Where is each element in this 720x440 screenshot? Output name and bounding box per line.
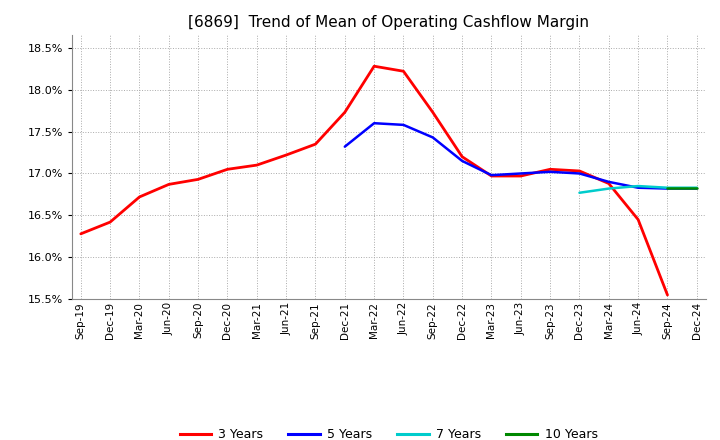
- 5 Years: [516, 171, 525, 176]
- 7 Years: [693, 185, 701, 191]
- 7 Years: [663, 185, 672, 191]
- 3 Years: [76, 231, 85, 236]
- 3 Years: [341, 110, 349, 115]
- Title: [6869]  Trend of Mean of Operating Cashflow Margin: [6869] Trend of Mean of Operating Cashfl…: [189, 15, 589, 30]
- Line: 3 Years: 3 Years: [81, 66, 667, 295]
- 3 Years: [370, 63, 379, 69]
- 3 Years: [282, 152, 290, 158]
- 3 Years: [399, 69, 408, 74]
- 5 Years: [399, 122, 408, 128]
- 5 Years: [458, 158, 467, 164]
- 3 Years: [135, 194, 144, 200]
- 5 Years: [575, 171, 584, 176]
- 3 Years: [106, 220, 114, 225]
- Legend: 3 Years, 5 Years, 7 Years, 10 Years: 3 Years, 5 Years, 7 Years, 10 Years: [175, 423, 603, 440]
- 3 Years: [634, 217, 642, 222]
- 10 Years: [693, 185, 701, 191]
- 5 Years: [634, 185, 642, 191]
- 3 Years: [605, 181, 613, 186]
- 3 Years: [311, 142, 320, 147]
- 3 Years: [223, 167, 232, 172]
- 10 Years: [663, 185, 672, 191]
- 5 Years: [370, 121, 379, 126]
- 5 Years: [693, 186, 701, 191]
- 3 Years: [663, 292, 672, 297]
- 5 Years: [341, 144, 349, 149]
- 3 Years: [546, 167, 554, 172]
- 5 Years: [428, 135, 437, 140]
- 3 Years: [575, 169, 584, 174]
- 5 Years: [487, 172, 496, 178]
- Line: 5 Years: 5 Years: [345, 123, 697, 189]
- 3 Years: [253, 162, 261, 168]
- 7 Years: [634, 183, 642, 189]
- 3 Years: [194, 177, 202, 182]
- 7 Years: [575, 190, 584, 195]
- 3 Years: [458, 154, 467, 159]
- 3 Years: [487, 173, 496, 179]
- 3 Years: [428, 110, 437, 115]
- 3 Years: [164, 182, 173, 187]
- 5 Years: [605, 179, 613, 184]
- 5 Years: [663, 186, 672, 191]
- Line: 7 Years: 7 Years: [580, 186, 697, 193]
- 7 Years: [605, 186, 613, 191]
- 3 Years: [516, 173, 525, 179]
- 5 Years: [546, 169, 554, 174]
